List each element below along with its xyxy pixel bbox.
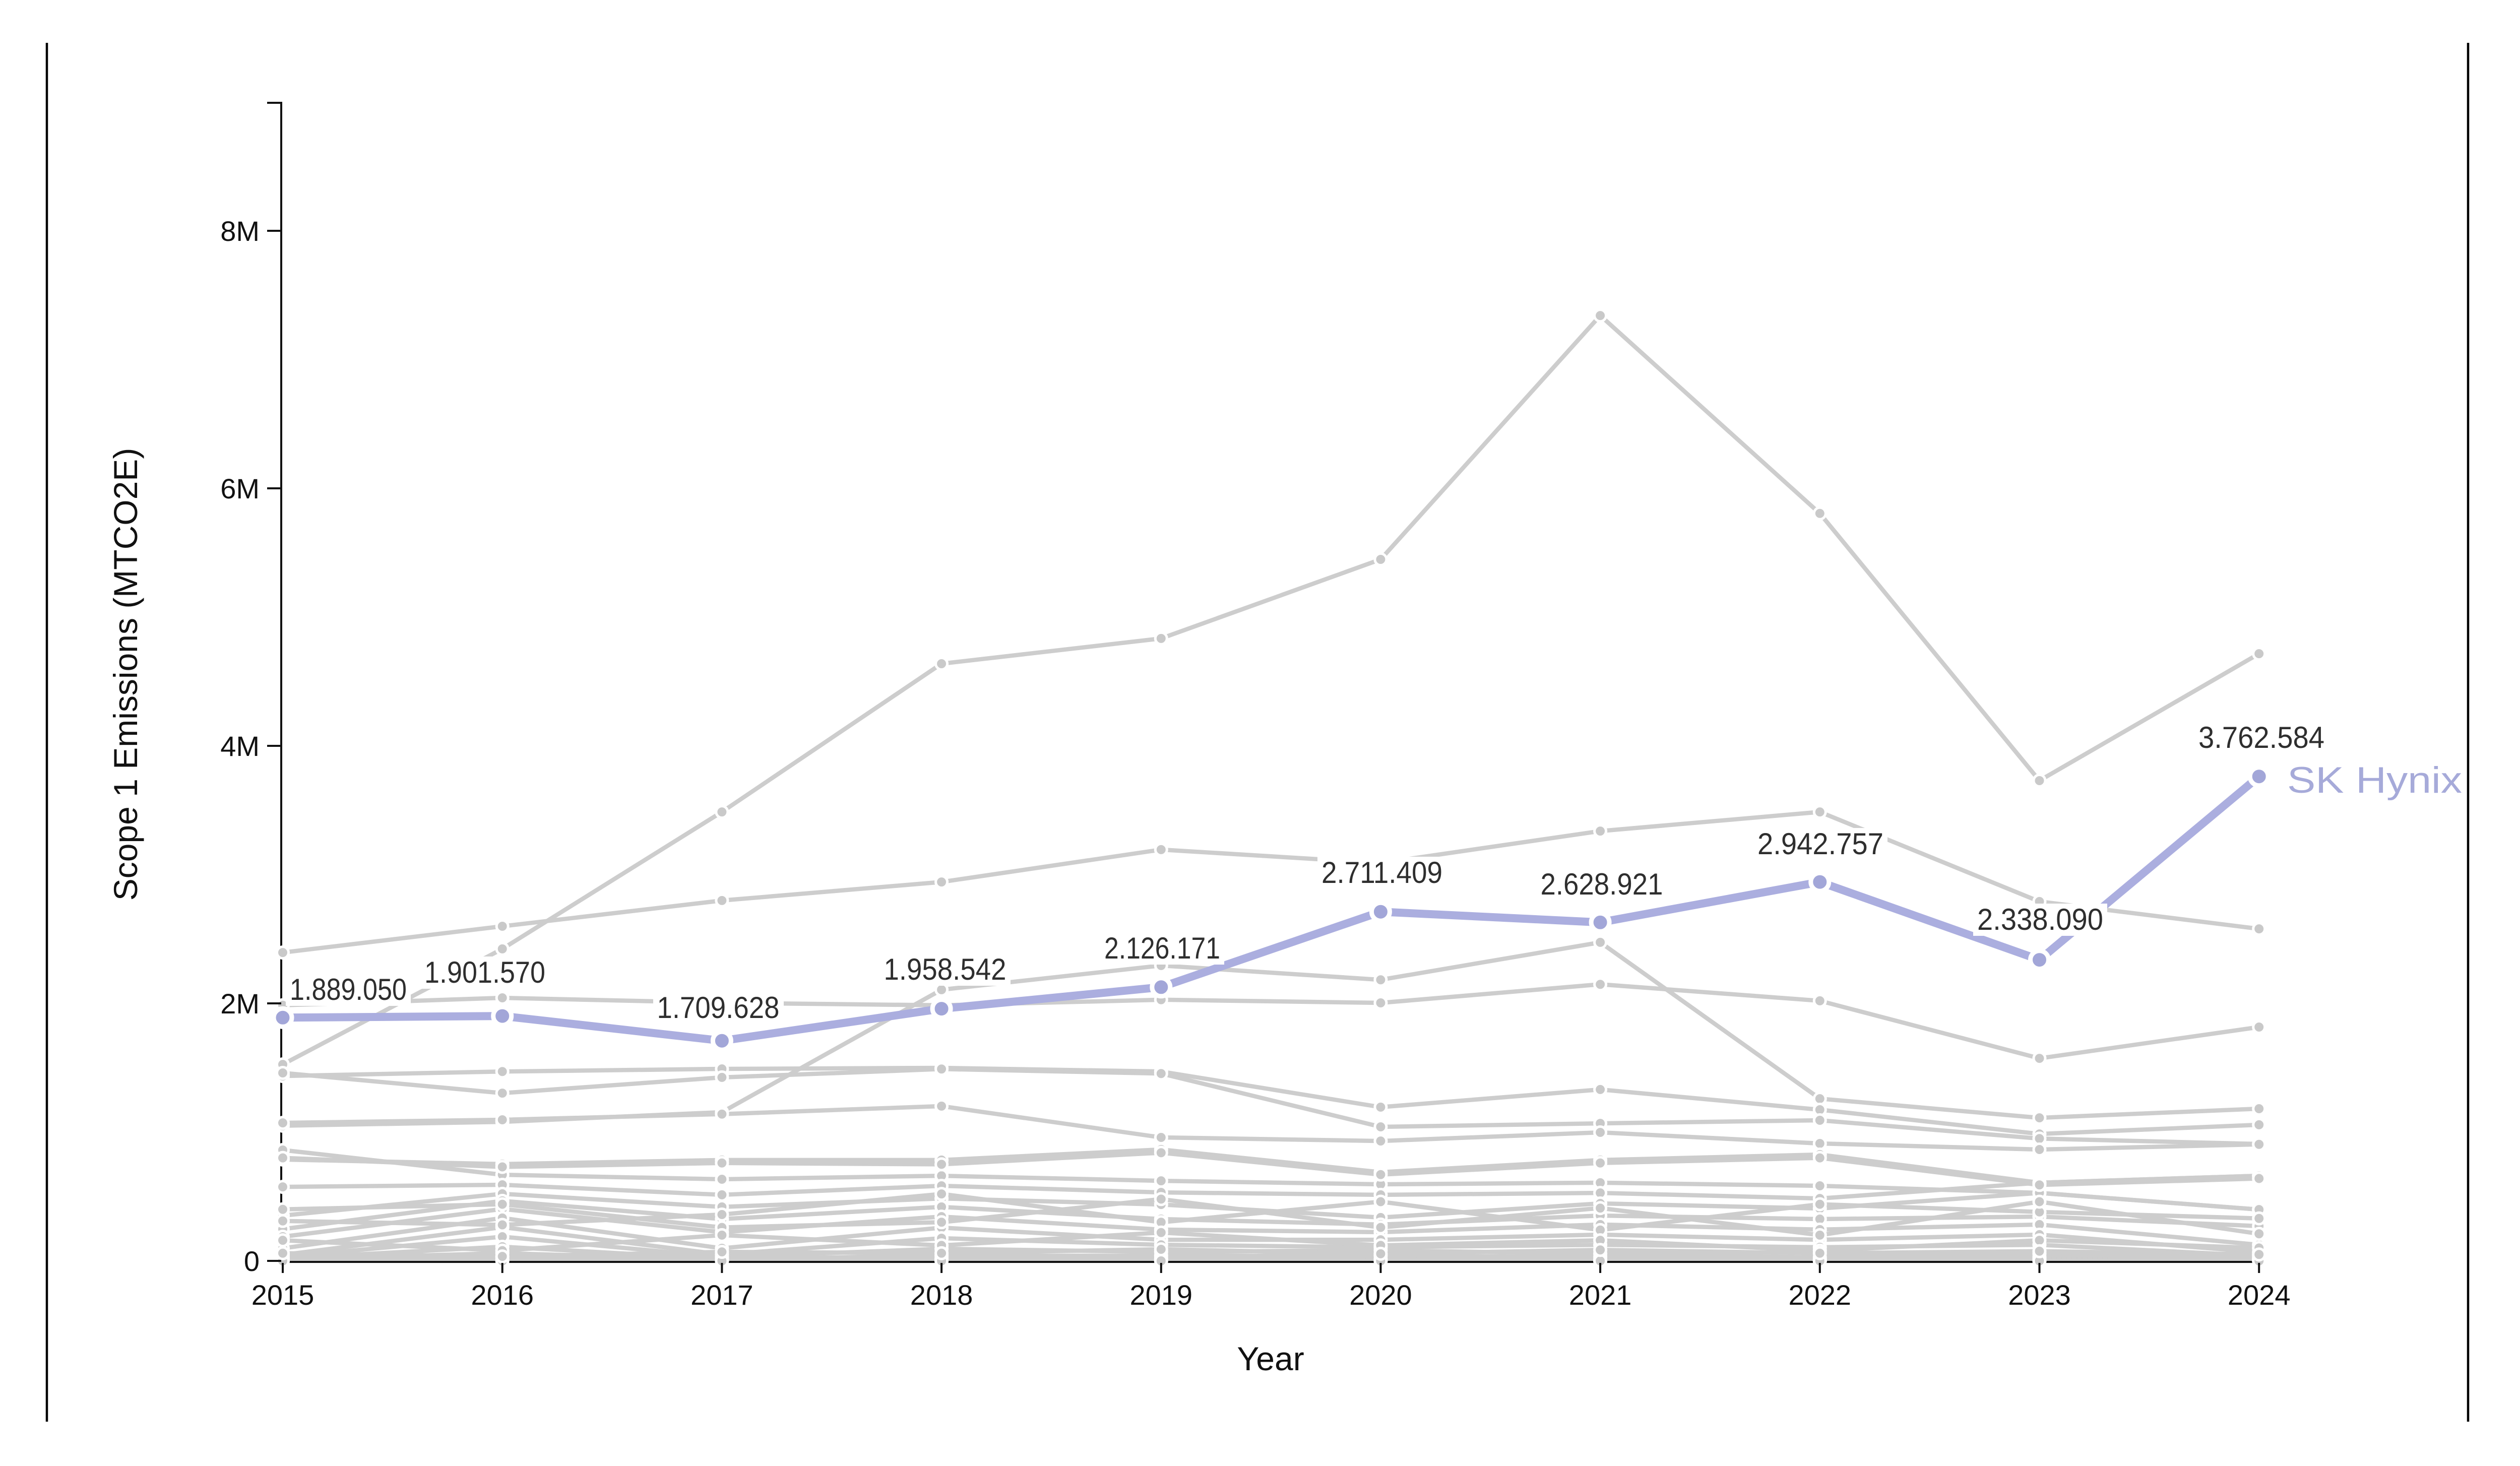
svg-text:2016: 2016	[471, 1279, 534, 1311]
svg-text:1.901.570: 1.901.570	[424, 955, 545, 989]
svg-text:3.762.584: 3.762.584	[2198, 721, 2324, 754]
svg-text:2019: 2019	[1130, 1279, 1193, 1311]
svg-text:1.889.050: 1.889.050	[290, 973, 407, 1006]
svg-text:2.942.757: 2.942.757	[1757, 827, 1883, 861]
svg-text:0: 0	[244, 1245, 260, 1277]
svg-text:2.126.171: 2.126.171	[1104, 931, 1220, 965]
svg-text:2.711.409: 2.711.409	[1321, 856, 1442, 889]
svg-text:2015: 2015	[251, 1279, 314, 1311]
svg-text:1.958.542: 1.958.542	[884, 952, 1006, 986]
svg-text:Year: Year	[1237, 1340, 1304, 1377]
svg-text:2022: 2022	[1789, 1279, 1852, 1311]
svg-text:Scope 1 Emissions (MTCO2E): Scope 1 Emissions (MTCO2E)	[107, 448, 144, 901]
svg-text:2.628.921: 2.628.921	[1541, 867, 1663, 901]
svg-text:2020: 2020	[1349, 1279, 1412, 1311]
svg-text:2017: 2017	[690, 1279, 753, 1311]
svg-text:SK Hynix: SK Hynix	[2287, 760, 2462, 801]
svg-text:1.709.628: 1.709.628	[657, 991, 780, 1025]
svg-text:8M: 8M	[220, 215, 260, 247]
svg-text:2021: 2021	[1569, 1279, 1632, 1311]
svg-text:2M: 2M	[220, 988, 260, 1019]
svg-text:2.338.090: 2.338.090	[1977, 903, 2103, 936]
svg-text:4M: 4M	[220, 730, 260, 762]
svg-text:2023: 2023	[2008, 1279, 2071, 1311]
svg-text:2018: 2018	[910, 1279, 973, 1311]
svg-text:2024: 2024	[2228, 1279, 2291, 1311]
svg-text:6M: 6M	[220, 473, 260, 504]
